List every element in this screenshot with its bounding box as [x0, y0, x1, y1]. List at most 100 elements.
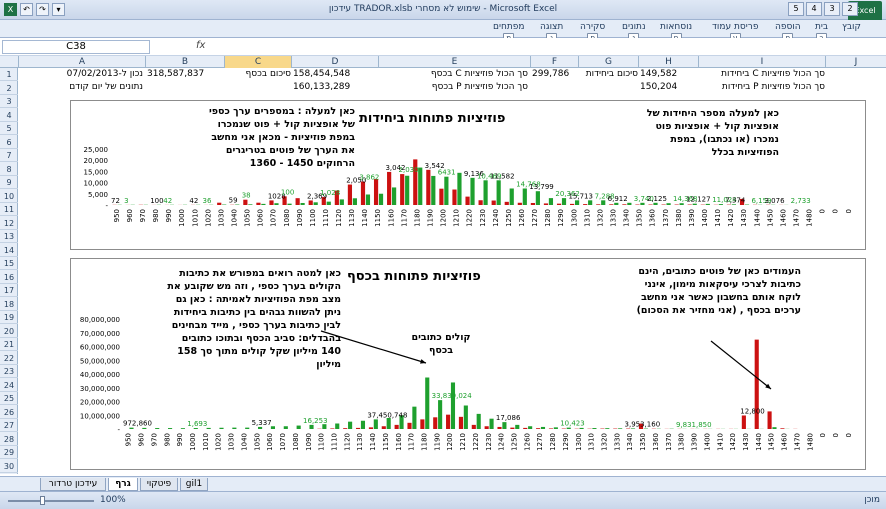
x-tick-label: 1460 — [779, 209, 787, 227]
column-header-h[interactable]: H — [638, 56, 698, 68]
chart-money[interactable]: 80,000,000 70,000,000 60,000,000 50,000,000… — [70, 258, 866, 470]
bar-call — [548, 428, 554, 429]
row-header-14[interactable]: 14 — [0, 244, 18, 257]
bar-call — [308, 200, 313, 205]
data-label: 5,337 — [252, 419, 272, 427]
excel-logo-icon[interactable]: X — [4, 3, 17, 16]
tab-file[interactable]: קובץ — [842, 22, 861, 32]
row-header-25[interactable]: 25 — [0, 392, 18, 405]
redo-icon[interactable]: ↷ — [36, 3, 49, 16]
x-tick-label: 1080 — [292, 433, 300, 451]
bar-call — [536, 428, 541, 429]
column-header-c[interactable]: C — [224, 56, 291, 68]
column-header-a[interactable]: A — [18, 56, 145, 68]
row-header-12[interactable]: 12 — [0, 217, 18, 230]
row-header-20[interactable]: 20 — [0, 325, 18, 338]
data-label: 36 — [202, 197, 211, 205]
row-header-13[interactable]: 13 — [0, 230, 18, 243]
row-header-27[interactable]: 27 — [0, 419, 18, 432]
row-header-1[interactable]: 1 — [0, 68, 18, 81]
column-header-i[interactable]: I — [698, 56, 825, 68]
bar-put — [540, 426, 546, 429]
row-header-26[interactable]: 26 — [0, 406, 18, 419]
row-header-29[interactable]: 29 — [0, 446, 18, 459]
row-header-11[interactable]: 11 — [0, 203, 18, 216]
row-header-8[interactable]: 8 — [0, 163, 18, 176]
bar-put — [180, 428, 185, 429]
column-header-d[interactable]: D — [291, 56, 378, 68]
cell-h2[interactable]: 150,204 — [640, 82, 678, 92]
cell-e2[interactable]: סך הכול פוזיציות P בכסף — [431, 82, 528, 92]
row-header-28[interactable]: 28 — [0, 433, 18, 446]
column-header-e[interactable]: E — [378, 56, 530, 68]
x-tick-label: 1350 — [639, 433, 647, 451]
row-header-18[interactable]: 18 — [0, 298, 18, 311]
column-header-g[interactable]: G — [578, 56, 638, 68]
cell-f1[interactable]: 299,786 — [532, 69, 570, 79]
zoom-slider-thumb[interactable] — [40, 496, 45, 505]
chart-units[interactable]: 25,000 20,000 15,000 10,000 5,000 -950 960 970 9… — [70, 100, 866, 250]
sheet-tab-gil1[interactable]: gil1 — [180, 478, 208, 491]
bar-call — [347, 184, 353, 205]
x-tick-label: 1030 — [217, 209, 225, 227]
row-header-6[interactable]: 6 — [0, 136, 18, 149]
cell-b1[interactable]: 318,587,837 — [147, 69, 205, 79]
cell-a1[interactable]: נכון ל-07/02/2013 — [66, 69, 143, 79]
cell-i1[interactable]: סך הכול פוזיציות C ביחידות — [721, 69, 825, 79]
cell-c1[interactable]: סיכום בכסף — [245, 69, 291, 79]
row-header-30[interactable]: 30 — [0, 460, 18, 473]
cell-i2[interactable]: סך הכול פוזיציות P ביחידות — [721, 82, 825, 92]
x-tick-label: 0 — [819, 209, 827, 213]
row-header-2[interactable]: 2 — [0, 82, 18, 95]
bar-put — [378, 193, 384, 205]
name-box[interactable]: C38 — [2, 40, 150, 54]
bar-call — [458, 416, 464, 429]
zoom-level[interactable]: 100% — [100, 495, 126, 505]
data-label: 3,953,160 — [625, 420, 661, 428]
row-header-7[interactable]: 7 — [0, 149, 18, 162]
row-header-23[interactable]: 23 — [0, 365, 18, 378]
row-header-16[interactable]: 16 — [0, 271, 18, 284]
y-tick-label: 20,000 — [84, 157, 109, 165]
row-header-5[interactable]: 5 — [0, 122, 18, 135]
row-header-21[interactable]: 21 — [0, 338, 18, 351]
y-tick-label: 80,000,000 — [80, 316, 120, 324]
undo-icon[interactable]: ↶ — [20, 3, 33, 16]
bar-put — [438, 400, 443, 429]
cell-h1[interactable]: 149,582 — [640, 69, 678, 79]
insert-function-icon[interactable]: fx — [196, 40, 206, 51]
row-header-3[interactable]: 3 — [0, 95, 18, 108]
column-header-b[interactable]: B — [145, 56, 224, 68]
row-header-19[interactable]: 19 — [0, 311, 18, 324]
sheet-tab-update[interactable]: עידכון טרדור — [40, 478, 106, 491]
bar-call — [343, 428, 348, 429]
column-header-j[interactable]: J — [825, 56, 886, 68]
row-header-4[interactable]: 4 — [0, 109, 18, 122]
row-header-17[interactable]: 17 — [0, 284, 18, 297]
cell-e1[interactable]: סך הכול פוזיציות C בכסף — [430, 69, 528, 79]
zoom-slider[interactable] — [8, 500, 94, 502]
row-header-10[interactable]: 10 — [0, 190, 18, 203]
cell-g1[interactable]: סיכום ביחידות — [585, 69, 638, 79]
row-header-15[interactable]: 15 — [0, 257, 18, 270]
sheet-tab-graph[interactable]: גרף — [108, 478, 138, 491]
bar-put — [588, 200, 593, 205]
data-label: 72 — [111, 197, 120, 205]
x-tick-label: 1050 — [244, 209, 252, 227]
sheet-tab-pitkoi[interactable]: פיטקוי — [140, 478, 178, 491]
x-tick-label: 1330 — [610, 209, 618, 227]
x-tick-label: 1070 — [270, 209, 278, 227]
customize-dropdown-icon[interactable]: ▾ — [52, 3, 65, 16]
row-header-22[interactable]: 22 — [0, 352, 18, 365]
tab-label: תצוגה — [540, 22, 564, 32]
row-header-24[interactable]: 24 — [0, 379, 18, 392]
bar-put — [574, 200, 580, 205]
cell-a2[interactable]: נתונים של יום קודם — [69, 82, 143, 92]
row-header-9[interactable]: 9 — [0, 176, 18, 189]
column-header-f[interactable]: F — [530, 56, 578, 68]
tab-label: פריסת עמוד — [712, 22, 759, 32]
cell-d1[interactable]: 158,454,548 — [293, 69, 351, 79]
worksheet-grid[interactable]: נכון ל-07/02/2013 318,587,837 סיכום בכסף… — [18, 68, 886, 474]
bar-call — [356, 427, 361, 429]
cell-d2[interactable]: 160,133,289 — [293, 82, 351, 92]
